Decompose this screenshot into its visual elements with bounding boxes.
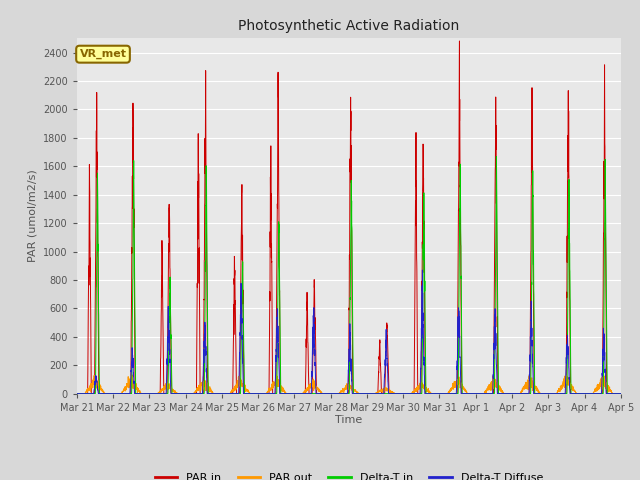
- PAR out: [616, 391, 624, 396]
- Delta-T in: [502, 391, 509, 396]
- PAR in: [471, 391, 479, 396]
- Delta-T Diffuse: [328, 391, 336, 396]
- PAR out: [502, 391, 509, 396]
- PAR in: [456, 38, 463, 44]
- PAR out: [617, 391, 625, 396]
- Delta-T Diffuse: [419, 267, 426, 273]
- PAR out: [329, 391, 337, 396]
- Line: Delta-T in: Delta-T in: [77, 156, 621, 394]
- PAR in: [73, 391, 81, 396]
- Delta-T Diffuse: [471, 391, 479, 396]
- Delta-T in: [493, 154, 500, 159]
- Title: Photosynthetic Active Radiation: Photosynthetic Active Radiation: [238, 19, 460, 33]
- PAR out: [73, 391, 81, 396]
- X-axis label: Time: Time: [335, 415, 362, 425]
- Text: VR_met: VR_met: [79, 49, 127, 60]
- Delta-T Diffuse: [617, 391, 625, 396]
- Legend: PAR in, PAR out, Delta-T in, Delta-T Diffuse: PAR in, PAR out, Delta-T in, Delta-T Dif…: [150, 468, 547, 480]
- Delta-T Diffuse: [73, 391, 81, 396]
- PAR in: [171, 391, 179, 396]
- Line: PAR in: PAR in: [77, 41, 621, 394]
- PAR in: [440, 391, 448, 396]
- Delta-T in: [471, 391, 479, 396]
- Delta-T Diffuse: [502, 391, 509, 396]
- PAR out: [441, 391, 449, 396]
- Delta-T in: [616, 391, 624, 396]
- PAR out: [128, 372, 136, 378]
- PAR out: [471, 391, 479, 396]
- PAR in: [502, 391, 509, 396]
- Delta-T in: [617, 391, 625, 396]
- Line: PAR out: PAR out: [77, 375, 621, 394]
- PAR out: [171, 388, 179, 394]
- Delta-T in: [328, 391, 336, 396]
- Line: Delta-T Diffuse: Delta-T Diffuse: [77, 270, 621, 394]
- Delta-T in: [440, 391, 448, 396]
- Y-axis label: PAR (umol/m2/s): PAR (umol/m2/s): [28, 169, 38, 263]
- PAR in: [616, 391, 624, 396]
- Delta-T Diffuse: [441, 391, 449, 396]
- Delta-T Diffuse: [616, 391, 624, 396]
- PAR in: [328, 391, 336, 396]
- Delta-T in: [73, 391, 81, 396]
- Delta-T Diffuse: [171, 391, 179, 396]
- Delta-T in: [171, 391, 179, 396]
- PAR in: [617, 391, 625, 396]
